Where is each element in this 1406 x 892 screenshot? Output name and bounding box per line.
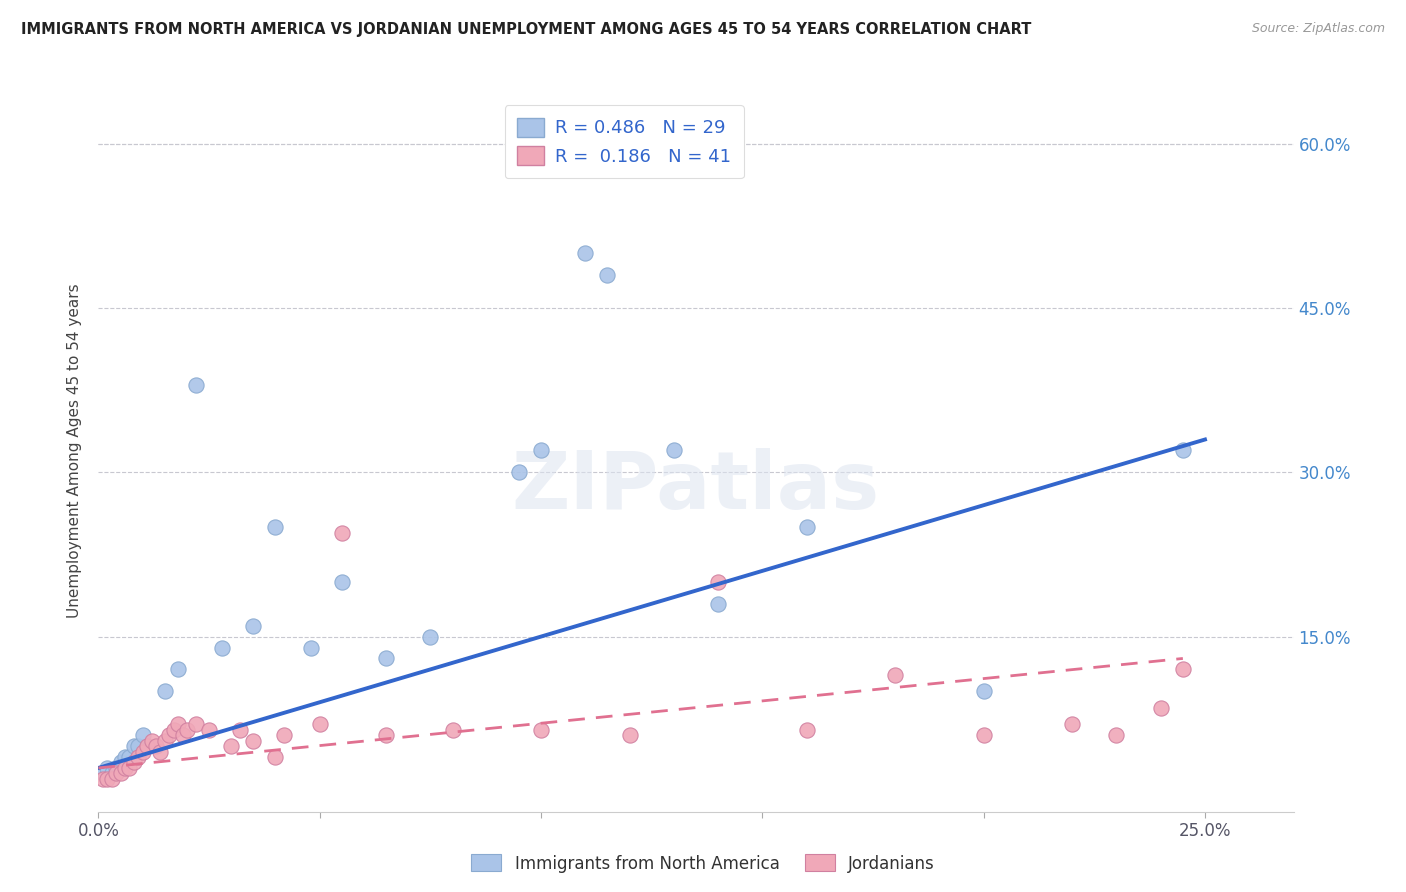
Point	[105, 761, 128, 775]
Point	[1105, 728, 1128, 742]
Y-axis label: Unemployment Among Ages 45 to 54 years: Unemployment Among Ages 45 to 54 years	[67, 283, 83, 618]
Point	[110, 766, 132, 780]
Point	[167, 662, 190, 676]
Point	[122, 739, 145, 753]
Point	[118, 750, 141, 764]
Point	[796, 723, 818, 737]
Point	[100, 772, 122, 786]
Point	[163, 723, 186, 737]
Point	[508, 466, 530, 480]
Point	[131, 728, 153, 742]
Legend: Immigrants from North America, Jordanians: Immigrants from North America, Jordanian…	[465, 847, 941, 880]
Point	[273, 728, 295, 742]
Text: Source: ZipAtlas.com: Source: ZipAtlas.com	[1251, 22, 1385, 36]
Point	[1062, 717, 1084, 731]
Point	[596, 268, 619, 283]
Point	[211, 640, 233, 655]
Point	[184, 717, 207, 731]
Point	[219, 739, 242, 753]
Point	[419, 630, 441, 644]
Point	[114, 761, 136, 775]
Point	[1171, 443, 1194, 458]
Point	[330, 525, 353, 540]
Point	[141, 733, 163, 747]
Point	[91, 772, 114, 786]
Point	[100, 766, 122, 780]
Point	[91, 766, 114, 780]
Legend: R = 0.486   N = 29, R =  0.186   N = 41: R = 0.486 N = 29, R = 0.186 N = 41	[505, 105, 744, 178]
Point	[136, 739, 159, 753]
Point	[1171, 662, 1194, 676]
Point	[530, 443, 553, 458]
Point	[167, 717, 190, 731]
Point	[105, 766, 128, 780]
Point	[796, 520, 818, 534]
Point	[264, 520, 287, 534]
Point	[619, 728, 641, 742]
Point	[973, 684, 995, 698]
Point	[330, 574, 353, 589]
Point	[299, 640, 322, 655]
Text: ZIPatlas: ZIPatlas	[512, 448, 880, 525]
Point	[110, 756, 132, 770]
Point	[973, 728, 995, 742]
Point	[122, 756, 145, 770]
Point	[229, 723, 252, 737]
Point	[198, 723, 221, 737]
Point	[157, 728, 180, 742]
Point	[131, 744, 153, 758]
Point	[118, 761, 141, 775]
Point	[184, 377, 207, 392]
Point	[176, 723, 198, 737]
Point	[375, 728, 398, 742]
Point	[145, 739, 167, 753]
Point	[441, 723, 464, 737]
Point	[242, 618, 264, 632]
Text: IMMIGRANTS FROM NORTH AMERICA VS JORDANIAN UNEMPLOYMENT AMONG AGES 45 TO 54 YEAR: IMMIGRANTS FROM NORTH AMERICA VS JORDANI…	[21, 22, 1032, 37]
Point	[1150, 700, 1173, 714]
Point	[96, 772, 118, 786]
Point	[153, 684, 176, 698]
Point	[264, 750, 287, 764]
Point	[707, 597, 730, 611]
Point	[149, 744, 172, 758]
Point	[884, 668, 907, 682]
Point	[127, 750, 149, 764]
Point	[127, 739, 149, 753]
Point	[574, 246, 596, 260]
Point	[662, 443, 685, 458]
Point	[308, 717, 330, 731]
Point	[375, 651, 398, 665]
Point	[707, 574, 730, 589]
Point	[242, 733, 264, 747]
Point	[96, 761, 118, 775]
Point	[153, 733, 176, 747]
Point	[114, 750, 136, 764]
Point	[530, 723, 553, 737]
Point	[172, 728, 194, 742]
